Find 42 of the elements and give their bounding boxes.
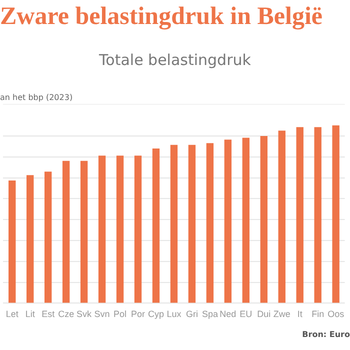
x-tick-label: Est	[42, 309, 56, 320]
x-tick-label: Ned	[220, 309, 236, 320]
bar	[44, 172, 52, 303]
x-tick-label: Cyp	[148, 309, 164, 320]
chart-subtitle: Totale belastingdruk	[98, 50, 252, 70]
bar	[296, 127, 304, 303]
bar	[206, 143, 214, 303]
x-tick-label: Pol	[114, 309, 127, 320]
bar	[224, 140, 232, 303]
bar	[188, 144, 196, 303]
x-tick-label: Gri	[186, 309, 198, 320]
bar	[170, 144, 178, 303]
x-tick-label: EU	[240, 309, 252, 320]
y-axis-title: an het bbp (2023)	[0, 92, 74, 104]
x-tick-label: Fin	[312, 309, 324, 320]
bar	[116, 156, 124, 303]
bar	[134, 156, 142, 303]
x-tick-label: Lux	[166, 309, 182, 320]
bar	[314, 127, 322, 303]
x-tick-label: Svn	[94, 309, 110, 320]
bar	[80, 160, 88, 303]
text: Bron: Euro	[301, 330, 350, 339]
bar	[8, 180, 16, 303]
bar	[98, 156, 106, 303]
chart-title: Zware belastingdruk in België	[0, 2, 324, 32]
x-tick-label: Oos	[328, 309, 345, 320]
x-tick-label: Cze	[58, 309, 74, 320]
bar	[278, 130, 286, 303]
bar	[242, 138, 250, 303]
bar	[62, 160, 70, 303]
x-tick-label: Zwe	[273, 309, 290, 320]
x-tick-label: Lit	[25, 309, 36, 320]
bar	[26, 175, 34, 303]
x-tick-label: Svk	[76, 309, 92, 320]
bar	[332, 125, 340, 303]
x-tick-label: Dui	[257, 309, 271, 320]
x-tick-label: It	[297, 309, 303, 320]
bar	[152, 148, 160, 303]
x-tick-label: Por	[131, 309, 146, 320]
x-tick-label: Let	[6, 309, 19, 320]
x-tick-label: Spa	[202, 309, 218, 320]
bar	[260, 136, 268, 303]
